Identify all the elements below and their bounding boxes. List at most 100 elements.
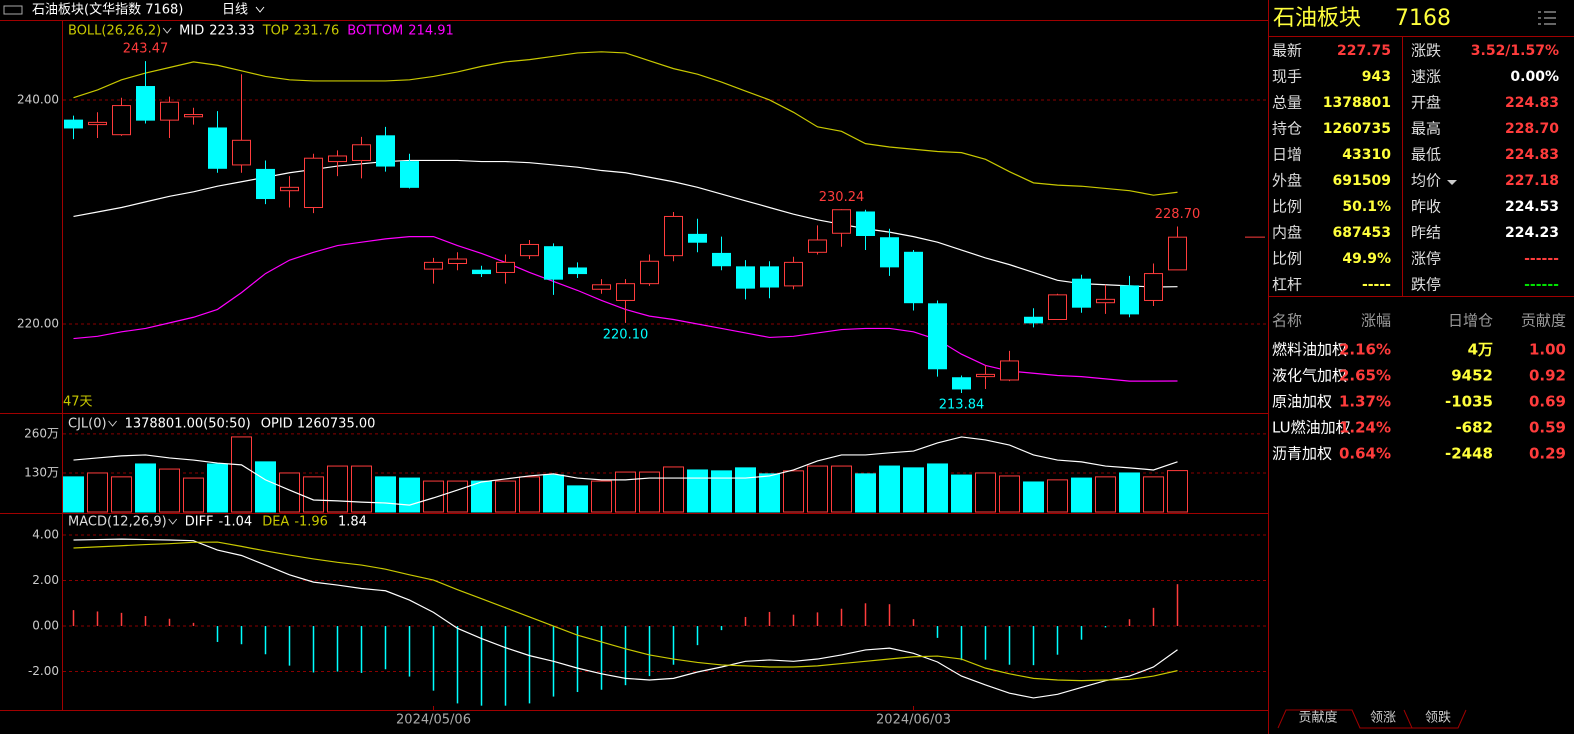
candle-body <box>856 211 875 236</box>
column-header: 名称 <box>1272 312 1302 330</box>
period-chevron[interactable] <box>255 6 265 13</box>
volume-bar <box>615 471 636 513</box>
window-icon <box>3 5 23 15</box>
table-cell: 2.65% <box>1339 367 1391 385</box>
quote-title: 石油板块 <box>1273 6 1361 31</box>
quote-value: 50.1% <box>1342 199 1391 215</box>
menu-icon[interactable] <box>1538 11 1556 25</box>
table-cell: 液化气加权 <box>1272 367 1347 385</box>
volume-line <box>73 436 1178 506</box>
volume-bar <box>1071 477 1092 513</box>
candle-body <box>256 168 275 200</box>
candle-body <box>1072 278 1091 308</box>
candle-body <box>736 266 755 289</box>
tab[interactable]: 领跌 <box>1425 710 1451 726</box>
candle-body <box>232 139 251 166</box>
quote-value: 224.83 <box>1505 147 1559 163</box>
legend-value: 223.33 <box>209 24 255 39</box>
extreme-label: 228.70 <box>1155 207 1201 222</box>
y-tick-label: -2.00 <box>28 664 59 678</box>
quote-value: ------ <box>1524 277 1559 293</box>
y-tick-label: 240.00 <box>17 92 59 106</box>
volume-bar <box>399 477 420 513</box>
volume-bar <box>855 473 876 513</box>
indicator-label: CJL(0) <box>68 417 107 432</box>
table-cell: 0.92 <box>1529 367 1566 385</box>
candle-body <box>664 215 683 257</box>
candle-body <box>328 155 347 163</box>
legend-value: -1.96 <box>294 515 328 530</box>
volume-bar <box>423 480 444 513</box>
table-cell: -1035 <box>1445 393 1493 411</box>
x-tick-label: 2024/06/03 <box>876 713 951 728</box>
indicator-chevron[interactable] <box>108 420 117 427</box>
candle-body <box>496 261 515 273</box>
candle-body <box>688 233 707 243</box>
candle-body <box>520 243 539 257</box>
quote-code: 7168 <box>1395 6 1451 31</box>
quote-label: 开盘 <box>1411 94 1441 112</box>
table-cell: 9452 <box>1451 367 1493 385</box>
candle-body <box>88 121 107 126</box>
column-header: 贡献度 <box>1521 312 1566 330</box>
volume-bar <box>87 472 108 513</box>
volume-bar <box>111 476 132 513</box>
volume-bar <box>519 476 540 513</box>
indicator-chevron[interactable] <box>162 27 172 34</box>
table-cell: 2.16% <box>1339 341 1391 359</box>
quote-value: 227.75 <box>1337 43 1391 59</box>
quote-label: 持仓 <box>1272 120 1302 138</box>
quote-value: ------ <box>1524 251 1559 267</box>
candle-body <box>448 258 467 264</box>
candle-body <box>784 261 803 287</box>
y-tick-label: 0.00 <box>32 619 59 633</box>
candle-body <box>952 377 971 390</box>
quote-label: 比例 <box>1272 250 1302 268</box>
volume-bar <box>543 474 564 513</box>
volume-bar <box>663 466 684 513</box>
volume-bar <box>879 465 900 513</box>
table-cell: 0.69 <box>1529 393 1566 411</box>
table-cell: 1.00 <box>1529 341 1566 359</box>
header-title: 石油板块(文华指数 7168) <box>32 3 183 18</box>
period[interactable]: 日线 <box>222 3 248 18</box>
candle-body <box>208 127 227 169</box>
volume-bar <box>471 480 492 513</box>
candle-body <box>1120 285 1139 315</box>
readout: 1378801.00(50:50) <box>125 417 251 432</box>
x-tick-label: 2024/05/06 <box>396 713 471 728</box>
quote-value: 687453 <box>1333 225 1391 241</box>
volume-bar <box>567 485 588 513</box>
volume-bar <box>951 474 972 513</box>
extreme-label: 230.24 <box>819 190 865 205</box>
candle-body <box>928 303 947 370</box>
legend-name: DEA <box>262 515 289 530</box>
days-label: 47天 <box>63 395 93 410</box>
quote-label: 最新 <box>1272 42 1302 60</box>
volume-bar <box>1095 476 1116 513</box>
quote-value: 224.53 <box>1505 199 1559 215</box>
y-tick-label: 2.00 <box>32 573 59 587</box>
indicator-chevron[interactable] <box>168 518 178 525</box>
candle-body <box>616 283 635 301</box>
volume-bar <box>1047 479 1068 513</box>
macd-line <box>73 541 1178 682</box>
extreme-label: 220.10 <box>603 327 649 342</box>
quote-value: 224.83 <box>1505 95 1559 111</box>
table-cell: 0.64% <box>1339 445 1391 463</box>
tab[interactable]: 贡献度 <box>1298 710 1337 726</box>
quote-label: 内盘 <box>1272 224 1302 242</box>
tab[interactable]: 领涨 <box>1370 711 1396 726</box>
extreme-label: 213.84 <box>939 397 985 412</box>
candle-body <box>568 267 587 275</box>
volume-bar <box>1023 481 1044 513</box>
volume-bar <box>63 476 84 513</box>
legend-value: 1.84 <box>338 515 367 530</box>
legend-value: 214.91 <box>408 24 454 39</box>
candle-body <box>592 284 611 290</box>
quote-label: 最低 <box>1411 146 1441 164</box>
candle-body <box>472 269 491 275</box>
quote-label: 跌停 <box>1411 276 1441 294</box>
dropdown-triangle[interactable] <box>1447 180 1457 185</box>
